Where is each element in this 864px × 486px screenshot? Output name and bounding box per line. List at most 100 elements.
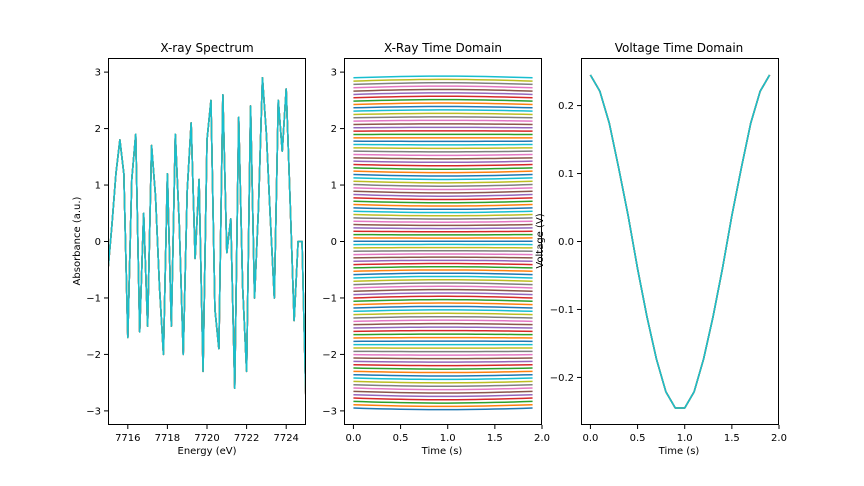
x-tick-label: 1.5 bbox=[724, 433, 740, 444]
x-axis: 0.0 0.5 1.0 1.5 2.0 bbox=[582, 425, 787, 444]
time-domain-line bbox=[353, 183, 533, 187]
time-domain-line bbox=[353, 315, 533, 319]
time-domain-line bbox=[353, 92, 533, 96]
x-tick-label: 1.0 bbox=[440, 433, 456, 444]
x-axis: 0.0 0.5 1.0 1.5 2.0 bbox=[345, 425, 550, 444]
y-tick-label: −3 bbox=[86, 406, 101, 417]
time-domain-line bbox=[353, 295, 533, 299]
time-domain-line bbox=[353, 302, 533, 306]
time-domain-line bbox=[353, 85, 533, 89]
time-domain-line bbox=[353, 190, 533, 194]
time-domain-line bbox=[353, 116, 533, 119]
time-domain-line bbox=[353, 370, 533, 374]
time-domain-line bbox=[353, 322, 533, 326]
x-tick-label: 2.0 bbox=[771, 433, 787, 444]
x-tick-label: 0.0 bbox=[345, 433, 361, 444]
y-tick-label: 3 bbox=[95, 68, 101, 79]
time-domain-line bbox=[353, 390, 533, 394]
time-domain-line bbox=[353, 187, 533, 191]
y-tick-label: −1 bbox=[86, 293, 101, 304]
xray-spectrum-panel: X-ray Spectrum 7716 7718 7720 7722 7724 −3 −2… bbox=[72, 41, 306, 457]
time-domain-line bbox=[353, 363, 533, 367]
time-domain-line bbox=[353, 312, 533, 316]
time-domain-line bbox=[353, 82, 533, 86]
time-domain-line bbox=[353, 213, 533, 217]
time-domain-line bbox=[353, 275, 533, 279]
plot-area bbox=[353, 75, 533, 411]
time-domain-line bbox=[353, 393, 533, 398]
axes-frame bbox=[581, 58, 779, 425]
time-domain-line bbox=[353, 102, 533, 106]
y-axis-label: Absorbance (a.u.) bbox=[72, 196, 83, 285]
time-domain-line bbox=[353, 292, 533, 296]
y-tick-label: 0 bbox=[95, 237, 101, 248]
time-domain-line bbox=[353, 193, 533, 197]
panel-title: Voltage Time Domain bbox=[615, 41, 744, 55]
x-tick-label: 1.5 bbox=[487, 433, 503, 444]
x-tick-label: 7718 bbox=[155, 433, 180, 444]
y-axis: −3 −2 −1 0 1 2 3 bbox=[322, 68, 344, 417]
time-domain-line bbox=[353, 288, 533, 293]
x-axis-label: Energy (eV) bbox=[178, 446, 237, 457]
voltage-line bbox=[589, 74, 771, 409]
voltage-time-domain-panel: Voltage Time Domain 0.0 0.5 1.0 1.5 2.0 −0.2… bbox=[535, 41, 787, 457]
time-domain-line bbox=[353, 259, 533, 263]
time-domain-line bbox=[353, 227, 533, 230]
time-domain-line bbox=[353, 207, 533, 211]
time-domain-line bbox=[353, 217, 533, 220]
y-tick-label: 3 bbox=[331, 68, 337, 79]
x-tick-label: 0.5 bbox=[630, 433, 646, 444]
time-domain-line bbox=[353, 407, 533, 411]
spectrum-line bbox=[108, 77, 306, 406]
time-domain-line bbox=[353, 403, 533, 408]
x-tick-label: 7720 bbox=[194, 433, 219, 444]
x-tick-label: 0.5 bbox=[393, 433, 409, 444]
x-tick-label: 0.0 bbox=[582, 433, 598, 444]
axes-frame bbox=[344, 58, 542, 425]
time-domain-line bbox=[353, 256, 533, 259]
time-domain-line bbox=[353, 109, 533, 112]
y-tick-label: 1 bbox=[331, 181, 337, 192]
time-domain-line bbox=[353, 119, 533, 122]
time-domain-line bbox=[353, 170, 533, 174]
time-domain-line bbox=[353, 75, 533, 79]
y-tick-label: −2 bbox=[86, 350, 101, 361]
y-tick-label: −1 bbox=[322, 293, 337, 304]
time-domain-line bbox=[353, 230, 533, 233]
xray-time-domain-panel: X-Ray Time Domain 0.0 0.5 1.0 1.5 2.0 −3 −2 −1… bbox=[322, 41, 550, 457]
y-tick-label: −3 bbox=[322, 406, 337, 417]
time-domain-line bbox=[353, 305, 533, 309]
time-domain-line bbox=[353, 78, 533, 82]
time-domain-line bbox=[353, 373, 533, 377]
time-domain-line bbox=[353, 95, 533, 99]
time-domain-line bbox=[353, 223, 533, 227]
plot-area bbox=[589, 74, 771, 409]
time-domain-line bbox=[353, 380, 533, 384]
time-domain-line bbox=[353, 319, 533, 323]
y-tick-label: 0.1 bbox=[558, 169, 574, 180]
time-domain-line bbox=[353, 262, 533, 266]
panel-title: X-ray Spectrum bbox=[160, 41, 253, 55]
time-domain-line bbox=[353, 309, 533, 313]
x-tick-label: 7716 bbox=[115, 433, 140, 444]
time-domain-line bbox=[353, 180, 533, 184]
time-domain-line bbox=[353, 203, 533, 207]
time-domain-line bbox=[353, 220, 533, 223]
y-tick-label: −0.2 bbox=[550, 373, 574, 384]
time-domain-line bbox=[353, 400, 533, 404]
time-domain-line bbox=[353, 333, 533, 336]
time-domain-line bbox=[353, 387, 533, 391]
time-domain-line bbox=[353, 397, 533, 401]
x-axis-label: Time (s) bbox=[421, 446, 463, 457]
time-domain-line bbox=[353, 278, 533, 283]
time-domain-line bbox=[353, 285, 533, 289]
x-tick-label: 7724 bbox=[273, 433, 298, 444]
time-domain-line bbox=[353, 200, 533, 204]
y-tick-label: −0.1 bbox=[550, 305, 574, 316]
time-domain-line bbox=[353, 105, 533, 109]
time-domain-line bbox=[353, 167, 533, 170]
plot-area bbox=[108, 77, 306, 406]
time-domain-line bbox=[353, 150, 533, 153]
time-domain-line bbox=[353, 112, 533, 116]
